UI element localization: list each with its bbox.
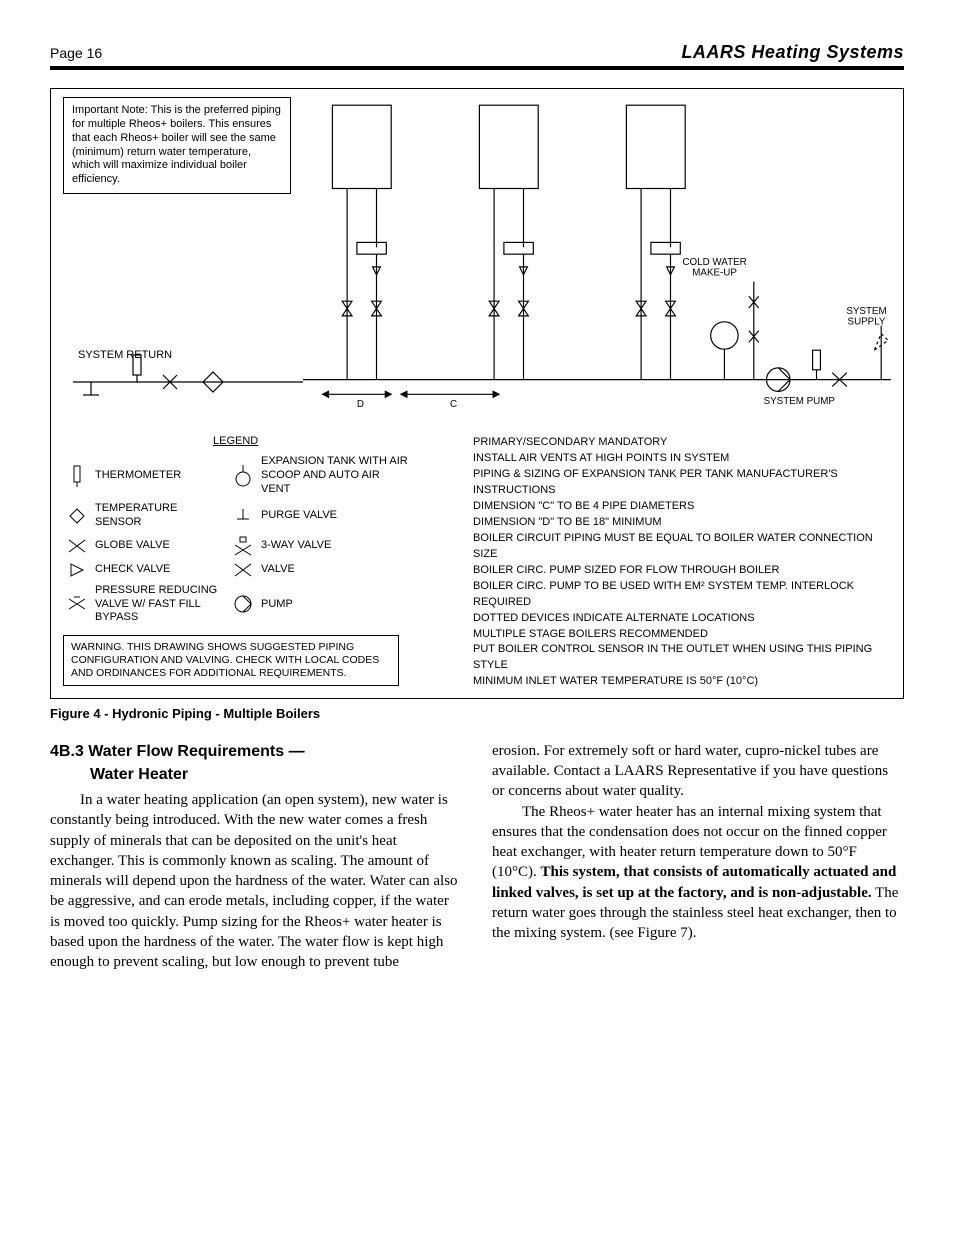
label-cold-water: COLD WATERMAKE-UP [682, 257, 746, 279]
piping-diagram: COLD WATERMAKE-UP SYSTEMSUPPLY SYSTEM PU… [303, 97, 891, 427]
column-left: 4B.3 Water Flow Requirements — Water Hea… [50, 741, 462, 972]
note-1: INSTALL AIR VENTS AT HIGH POINTS IN SYST… [473, 451, 891, 467]
legend-pump: PUMP [261, 598, 411, 612]
prv-icon [63, 596, 91, 612]
para-left: In a water heating application (an open … [50, 790, 462, 972]
note-4: DIMENSION "D" TO BE 18" MINIMUM [473, 515, 891, 531]
page-header: Page 16 LAARS Heating Systems [50, 40, 904, 70]
thermometer-icon [63, 465, 91, 487]
note-3: DIMENSION "C" TO BE 4 PIPE DIAMETERS [473, 499, 891, 515]
column-right: erosion. For extremely soft or hard wate… [492, 741, 904, 972]
note-7: BOILER CIRC. PUMP TO BE USED WITH EM² SY… [473, 579, 891, 611]
section-title: 4B.3 Water Flow Requirements — [50, 741, 462, 763]
check-valve-icon [63, 562, 91, 578]
legend-temp-sensor: TEMPERATURE SENSOR [95, 502, 225, 530]
temp-sensor-icon [63, 508, 91, 524]
brand-title: LAARS Heating Systems [681, 40, 904, 64]
legend: LEGEND THERMOMETER EXPANSION TANK WITH A… [63, 435, 453, 690]
legend-three-way: 3-WAY VALVE [261, 539, 411, 553]
note-5: BOILER CIRCUIT PIPING MUST BE EQUAL TO B… [473, 531, 891, 563]
pump-icon [229, 595, 257, 613]
legend-expansion-tank: EXPANSION TANK WITH AIR SCOOP AND AUTO A… [261, 455, 411, 496]
three-way-valve-icon [229, 536, 257, 556]
note-2: PIPING & SIZING OF EXPANSION TANK PER TA… [473, 467, 891, 499]
label-system-supply: SYSTEMSUPPLY [846, 306, 886, 328]
section-subtitle: Water Heater [90, 764, 462, 786]
globe-valve-icon [63, 539, 91, 553]
note-8: DOTTED DEVICES INDICATE ALTERNATE LOCATI… [473, 611, 891, 627]
legend-prv: PRESSURE REDUCING VALVE W/ FAST FILL BYP… [95, 584, 225, 625]
warning-box: WARNING. THIS DRAWING SHOWS SUGGESTED PI… [63, 635, 399, 686]
figure-container: Important Note: This is the preferred pi… [50, 88, 904, 699]
label-dim-d: D [357, 399, 364, 410]
note-0: PRIMARY/SECONDARY MANDATORY [473, 435, 891, 451]
legend-title: LEGEND [213, 435, 453, 449]
legend-check-valve: CHECK VALVE [95, 563, 225, 577]
para-right-2-bold: This system, that consists of automatica… [492, 864, 896, 900]
purge-valve-icon [229, 507, 257, 525]
expansion-tank-icon [229, 465, 257, 487]
label-system-pump: SYSTEM PUMP [764, 396, 836, 407]
figure-caption: Figure 4 - Hydronic Piping - Multiple Bo… [50, 705, 904, 723]
body-columns: 4B.3 Water Flow Requirements — Water Hea… [50, 741, 904, 972]
figure-notes: PRIMARY/SECONDARY MANDATORY INSTALL AIR … [473, 435, 891, 690]
important-note: Important Note: This is the preferred pi… [63, 97, 291, 194]
para-right-2: The Rheos+ water heater has an internal … [492, 802, 904, 944]
note-11: MINIMUM INLET WATER TEMPERATURE IS 50°F … [473, 674, 891, 690]
label-dim-c: C [450, 399, 457, 410]
legend-globe-valve: GLOBE VALVE [95, 539, 225, 553]
legend-thermometer: THERMOMETER [95, 469, 225, 483]
note-10: PUT BOILER CONTROL SENSOR IN THE OUTLET … [473, 642, 891, 674]
page-number: Page 16 [50, 44, 102, 63]
legend-purge-valve: PURGE VALVE [261, 509, 411, 523]
legend-valve: VALVE [261, 563, 411, 577]
note-6: BOILER CIRC. PUMP SIZED FOR FLOW THROUGH… [473, 563, 891, 579]
valve-icon [229, 563, 257, 577]
para-right-1: erosion. For extremely soft or hard wate… [492, 741, 904, 802]
note-9: MULTIPLE STAGE BOILERS RECOMMENDED [473, 627, 891, 643]
